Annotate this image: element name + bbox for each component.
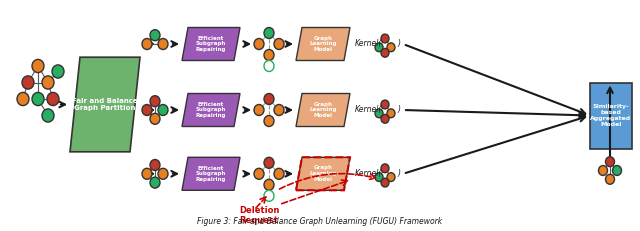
Circle shape [381,178,389,187]
Text: Graph
Learning
Model: Graph Learning Model [309,36,337,52]
Text: Efficient
Subgraph
Repairing: Efficient Subgraph Repairing [196,165,226,182]
Circle shape [142,104,152,116]
Text: Graph
Learning
Model: Graph Learning Model [309,102,337,118]
Circle shape [612,166,621,176]
Circle shape [47,92,59,106]
Text: ): ) [397,169,400,178]
Circle shape [32,59,44,73]
Circle shape [42,109,54,122]
Text: Kernel(: Kernel( [355,169,382,178]
Circle shape [254,168,264,179]
Circle shape [274,39,284,49]
Circle shape [32,92,44,106]
Circle shape [381,164,389,173]
Circle shape [598,166,607,176]
Circle shape [254,39,264,49]
Circle shape [42,76,54,89]
Circle shape [264,27,274,39]
Circle shape [150,30,160,41]
Circle shape [264,190,274,201]
Circle shape [264,157,274,168]
Circle shape [381,34,389,43]
Polygon shape [296,157,350,190]
Text: Fair and Balance
Graph Partition: Fair and Balance Graph Partition [72,98,138,111]
Circle shape [264,116,274,127]
Text: Kernel(: Kernel( [355,106,382,115]
Circle shape [150,96,160,107]
Circle shape [274,104,284,116]
Polygon shape [296,27,350,61]
Polygon shape [182,157,240,190]
Text: Efficient
Subgraph
Repairing: Efficient Subgraph Repairing [196,36,226,52]
Polygon shape [296,94,350,127]
Circle shape [605,174,614,184]
Circle shape [387,173,395,182]
Circle shape [150,113,160,124]
Circle shape [264,49,274,61]
Circle shape [387,43,395,52]
Circle shape [150,177,160,188]
Circle shape [387,109,395,118]
Text: ): ) [397,40,400,49]
Circle shape [158,104,168,116]
Circle shape [605,157,614,167]
Circle shape [150,159,160,170]
Circle shape [142,168,152,179]
Circle shape [375,109,383,118]
Circle shape [142,39,152,49]
Circle shape [52,65,64,78]
Circle shape [264,61,274,72]
Polygon shape [182,94,240,127]
Circle shape [274,168,284,179]
Circle shape [381,49,389,57]
FancyBboxPatch shape [590,82,632,149]
Text: Similarity-
based
Aggregated
Model: Similarity- based Aggregated Model [591,104,632,127]
Text: Deletion
Request: Deletion Request [239,206,279,225]
Circle shape [375,43,383,52]
Circle shape [17,92,29,106]
Text: Graph
Learning
Model: Graph Learning Model [309,165,337,182]
Text: ): ) [397,106,400,115]
Circle shape [158,39,168,49]
Circle shape [254,104,264,116]
Circle shape [158,168,168,179]
Polygon shape [70,57,140,152]
Circle shape [264,179,274,190]
Text: Kernel(: Kernel( [355,40,382,49]
Circle shape [375,173,383,182]
Text: Figure 3: Fair and Balance Graph Unlearning (FUGU) Framework: Figure 3: Fair and Balance Graph Unlearn… [197,216,443,225]
Circle shape [381,100,389,109]
Circle shape [22,76,34,89]
Text: Efficient
Subgraph
Repairing: Efficient Subgraph Repairing [196,102,226,118]
Polygon shape [182,27,240,61]
Circle shape [381,114,389,123]
Circle shape [264,94,274,104]
